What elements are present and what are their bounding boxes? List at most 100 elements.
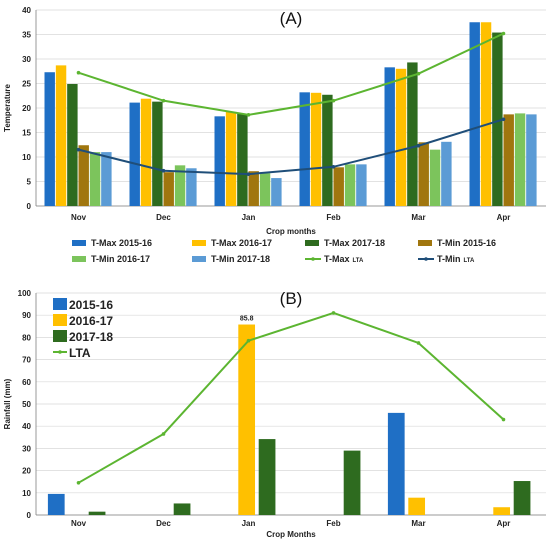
x-tick-label: Jan [242, 213, 256, 222]
bar-t-min-2017-18-dec [186, 168, 197, 206]
bar-2017-18-nov [88, 511, 106, 515]
x-tick-label: Mar [411, 213, 425, 222]
legend-swatch [418, 240, 432, 246]
bar-t-min-2016-17-mar [429, 149, 441, 206]
x-tick-label: Mar [411, 519, 425, 528]
x-tick-label: Apr [497, 519, 511, 528]
legend-label: T-Min 2017-18 [211, 254, 270, 264]
y-tick-label: 20 [22, 467, 31, 476]
legend-swatch [305, 240, 319, 246]
legend-swatch [53, 314, 67, 326]
line-point [76, 147, 81, 152]
bar-t-min-2016-17-nov [89, 152, 101, 206]
line-point [331, 311, 336, 315]
bar-t-max-2017-18-dec [152, 101, 163, 206]
legend-swatch [53, 330, 67, 342]
x-tick-label: Dec [156, 519, 171, 528]
x-tick-label: Nov [71, 519, 87, 528]
line-point [76, 481, 81, 485]
bar-t-min-2017-18-apr [526, 114, 537, 206]
y-tick-label: 100 [18, 289, 32, 298]
legend-label: T-Max 2015-16 [91, 238, 152, 248]
y-tick-label: 40 [22, 6, 31, 15]
line-point [416, 341, 421, 345]
data-label: 85.8 [240, 316, 254, 323]
y-tick-label: 60 [22, 378, 31, 387]
bar-t-max-2015-16-jan [214, 116, 225, 206]
bar-t-min-2015-16-apr [503, 114, 514, 206]
bar-t-max-2015-16-feb [299, 92, 310, 206]
x-axis-title: Crop Months [266, 530, 316, 539]
bar-t-min-2016-17-apr [514, 113, 526, 206]
bar-t-max-2017-18-mar [407, 62, 418, 207]
bar-t-min-2016-17-jan [259, 173, 271, 206]
y-tick-label: 20 [22, 104, 31, 113]
panel-a-temperature-chart: 0 5 10 15 20 25 30 35 40 Nov Dec Jan Feb Mar Apr Crop m… [3, 6, 546, 236]
bar-t-min-2015-16-nov [78, 145, 89, 206]
line-point [246, 338, 251, 343]
x-tick-label: Jan [242, 519, 256, 528]
line-lta [78, 311, 505, 484]
line-point [161, 168, 166, 173]
legend-label: T-Min 2016-17 [91, 254, 150, 264]
bar-t-min-2015-16-feb [333, 167, 344, 206]
bar-2016-17-apr [493, 507, 511, 515]
legend-label: T-Max 2016-17 [211, 238, 272, 248]
bar-2015-16-mar [387, 412, 405, 515]
y-tick-label: 0 [27, 511, 32, 520]
y-tick-label: 30 [22, 55, 31, 64]
bar-t-max-2015-16-mar [384, 67, 395, 206]
bar-t-min-2017-18-feb [356, 164, 367, 206]
line-point [76, 70, 81, 75]
y-tick-label: 10 [22, 153, 31, 162]
bar-t-min-2016-17-dec [174, 165, 186, 206]
legend-label: T-Min LTA [437, 254, 475, 264]
panel-b-rainfall-chart: 0 10 20 30 40 50 60 70 80 90 100 85.8 Nov Dec Jan Feb Ma… [3, 289, 546, 539]
panel-a-legend: T-Max 2015-16 T-Max 2016-17 T-Max 2017-18 T… [72, 238, 496, 264]
legend-marker [424, 257, 428, 261]
bar-2017-18-jan [258, 439, 276, 515]
bar-t-min-2017-18-nov [101, 152, 112, 206]
y-tick-label: 25 [22, 80, 31, 89]
legend-marker [58, 350, 62, 354]
bar-2016-17-jan [238, 324, 256, 515]
y-tick-label: 90 [22, 311, 31, 320]
bar-t-max-2017-18-apr [492, 32, 503, 206]
bar-t-max-2015-16-dec [129, 102, 140, 206]
x-tick-label: Apr [497, 213, 511, 222]
bar-t-max-2016-17-dec [140, 98, 152, 206]
line-point [416, 143, 421, 148]
line-point [501, 117, 506, 122]
bar-2017-18-dec [173, 503, 191, 515]
x-axis-title: Crop months [266, 227, 316, 236]
y-tick-label: 0 [27, 202, 32, 211]
legend-label: 2015-16 [69, 298, 113, 312]
legend-label: LTA [69, 346, 91, 360]
bar-t-min-2015-16-mar [418, 142, 429, 206]
y-tick-label: 50 [22, 400, 31, 409]
y-tick-label: 15 [22, 129, 31, 138]
legend-label: T-Max 2017-18 [324, 238, 385, 248]
line-point [161, 432, 166, 436]
y-tick-label: 30 [22, 444, 31, 453]
bar-t-min-2016-17-feb [344, 164, 356, 206]
bar-t-max-2017-18-jan [237, 113, 248, 206]
x-tick-label: Feb [326, 519, 340, 528]
bar-t-max-2017-18-feb [322, 94, 333, 206]
y-axis-title: Temperature [3, 84, 12, 132]
line-point [501, 31, 506, 36]
panel-label: (A) [280, 9, 303, 28]
legend-label: T-Min 2015-16 [437, 238, 496, 248]
legend-swatch [192, 256, 206, 262]
bar-2017-18-apr [513, 481, 531, 515]
line-t-min [78, 118, 504, 176]
bar-t-max-2016-17-mar [395, 68, 407, 206]
bar-t-max-2016-17-nov [55, 65, 67, 207]
bar-t-max-2015-16-nov [44, 72, 55, 206]
bar-t-max-2015-16-apr [469, 22, 480, 206]
y-tick-label: 70 [22, 356, 31, 365]
legend-swatch [53, 298, 67, 310]
bar-t-max-2016-17-feb [310, 92, 322, 206]
y-tick-label: 10 [22, 489, 31, 498]
